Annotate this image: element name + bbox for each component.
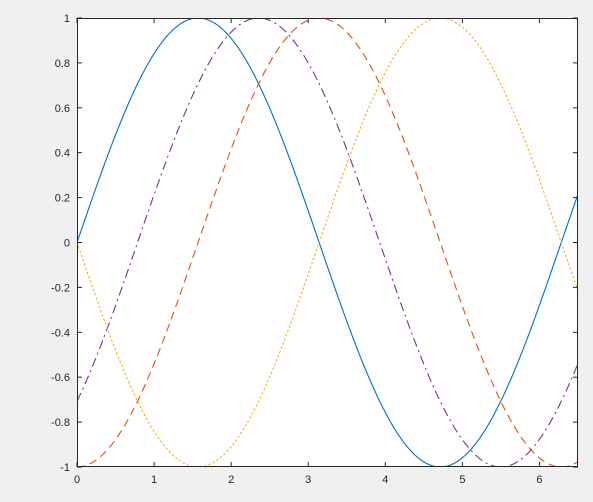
x-tick-label: 1 bbox=[151, 474, 157, 486]
line-chart: 0 1 2 3 4 5 6 -1 -0.8 -0.6 -0.4 -0.2 0 0.2 0.4 0.6 0.8 1 bbox=[0, 0, 593, 502]
y-tick-label: -0.2 bbox=[51, 282, 70, 294]
plot-background bbox=[77, 18, 578, 467]
y-tick-label: 0 bbox=[64, 238, 70, 250]
x-tick-label: 4 bbox=[382, 474, 388, 486]
x-tick-label: 2 bbox=[228, 474, 234, 486]
chart-figure: 0 1 2 3 4 5 6 -1 -0.8 -0.6 -0.4 -0.2 0 0.2 0.4 0.6 0.8 1 bbox=[0, 0, 593, 502]
y-tick-label: -0.4 bbox=[51, 327, 70, 339]
x-tick-label: 6 bbox=[536, 474, 542, 486]
y-tick-label: -0.8 bbox=[51, 417, 70, 429]
x-tick-label: 0 bbox=[74, 474, 80, 486]
y-tick-label: 0.8 bbox=[55, 58, 70, 70]
y-tick-label: -0.6 bbox=[51, 372, 70, 384]
x-tick-label: 5 bbox=[459, 474, 465, 486]
y-tick-label: 0.4 bbox=[55, 148, 70, 160]
y-tick-label: 0.2 bbox=[55, 193, 70, 205]
y-tick-label: 1 bbox=[64, 13, 70, 25]
x-tick-label: 3 bbox=[305, 474, 311, 486]
y-tick-label: -1 bbox=[60, 462, 70, 474]
y-tick-label: 0.6 bbox=[55, 103, 70, 115]
